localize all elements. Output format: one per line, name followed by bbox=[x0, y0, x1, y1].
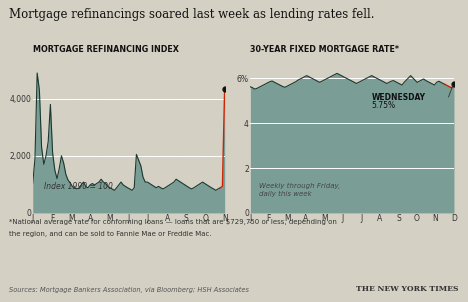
Text: the region, and can be sold to Fannie Mae or Freddie Mac.: the region, and can be sold to Fannie Ma… bbox=[9, 231, 212, 237]
Text: WEDNESDAY: WEDNESDAY bbox=[372, 93, 425, 101]
Text: Sources: Mortgage Bankers Association, via Bloomberg; HSH Associates: Sources: Mortgage Bankers Association, v… bbox=[9, 287, 249, 293]
Text: Weekly through Friday,
daily this week: Weekly through Friday, daily this week bbox=[258, 183, 340, 197]
Text: Index 1990 = 100: Index 1990 = 100 bbox=[44, 182, 113, 191]
Text: 30-YEAR FIXED MORTGAGE RATE*: 30-YEAR FIXED MORTGAGE RATE* bbox=[250, 45, 399, 54]
Text: THE NEW YORK TIMES: THE NEW YORK TIMES bbox=[356, 285, 459, 293]
Text: 5.75%: 5.75% bbox=[372, 101, 395, 110]
Text: Mortgage refinancings soared last week as lending rates fell.: Mortgage refinancings soared last week a… bbox=[9, 8, 375, 21]
Text: *National average rate for conforming loans — loans that are $729,750 or less, d: *National average rate for conforming lo… bbox=[9, 219, 337, 225]
Text: MORTGAGE REFINANCING INDEX: MORTGAGE REFINANCING INDEX bbox=[33, 45, 179, 54]
